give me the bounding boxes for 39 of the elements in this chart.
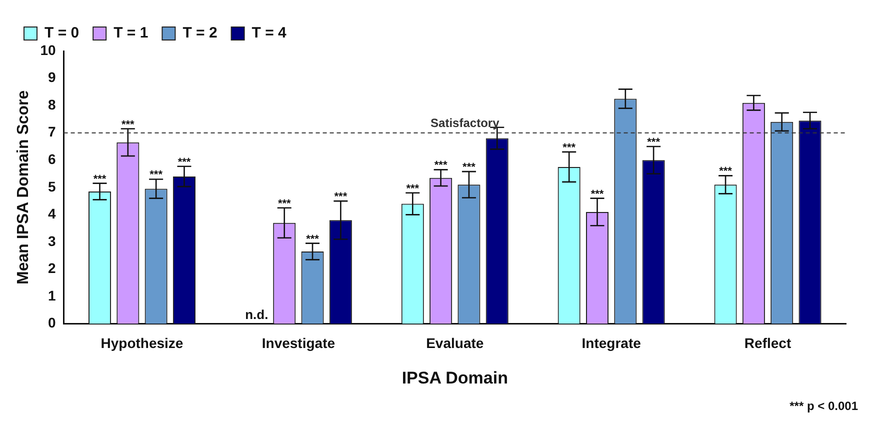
data-label: ***	[121, 118, 136, 131]
y-tick-label: 4	[48, 206, 56, 222]
y-tick-label: 10	[40, 42, 56, 58]
data-label: ***	[93, 173, 107, 186]
y-tick-label: 1	[48, 287, 56, 304]
legend-label: T = 2	[182, 24, 218, 42]
data-label: ***	[178, 156, 192, 168]
y-tick-label: 0	[48, 314, 56, 331]
data-label: ***	[406, 182, 420, 195]
x-tick-label: Hypothesize	[100, 335, 184, 352]
x-axis-title: IPSA Domain	[402, 368, 508, 388]
legend-label: T = 1	[114, 24, 148, 42]
y-axis-title: Mean IPSA Domain Score	[15, 90, 32, 284]
x-tick-label: Reflect	[744, 335, 792, 352]
data-label: ***	[462, 162, 476, 174]
text: n.d.	[245, 306, 268, 322]
x-tick-label: Integrate	[582, 335, 642, 352]
data-label: ***	[278, 198, 292, 210]
ref-line-label: Satisfactory	[430, 116, 500, 130]
y-tick-label: 2	[48, 260, 56, 276]
data-label: ***	[334, 191, 348, 204]
data-label: ***	[719, 166, 733, 178]
y-tick-label: 8	[48, 96, 56, 112]
data-label: ***	[647, 136, 661, 149]
data-label: ***	[150, 169, 164, 182]
x-tick-label: Investigate	[262, 335, 336, 352]
data-label: ***	[590, 188, 604, 200]
data-label: ***	[306, 233, 320, 246]
y-tick-label: 6	[48, 150, 56, 167]
legend-label: T = 4	[252, 24, 288, 42]
x-tick-label: Evaluate	[426, 335, 484, 352]
y-tick-label: 9	[48, 69, 56, 86]
text: *** p < 0.001	[790, 399, 858, 413]
y-tick-label: 7	[48, 124, 56, 140]
y-tick-label: 3	[48, 232, 56, 249]
legend-label: T = 0	[44, 24, 80, 42]
data-label: ***	[562, 142, 576, 154]
y-tick-label: 5	[48, 178, 56, 194]
data-label: ***	[434, 160, 448, 172]
